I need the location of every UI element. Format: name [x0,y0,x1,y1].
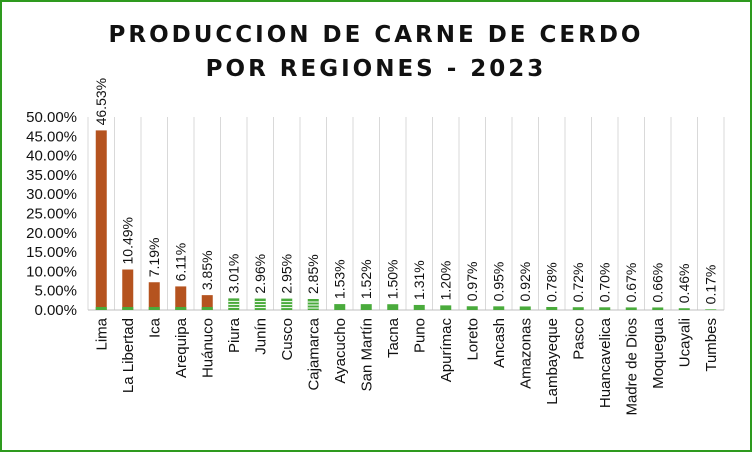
bar [546,306,558,310]
category-label: Loreto [464,318,481,361]
data-label: 0.95% [491,262,507,302]
category-label: Moquegua [650,317,667,389]
category-label: Lambayeque [544,318,561,405]
bar [201,295,213,310]
data-label: 1.20% [438,261,454,301]
y-tick-label: 50.00% [26,109,77,126]
category-label: Puno [411,318,428,353]
bar [599,307,611,310]
data-label: 10.49% [120,217,136,264]
bar-base [122,307,134,310]
bar [519,306,531,310]
category-label: Huancavelica [597,317,614,408]
bar [466,306,478,310]
bar-base [95,307,107,310]
y-tick-label: 20.00% [26,225,77,242]
category-label: Ucayali [676,318,693,367]
category-label: Huánuco [199,318,216,378]
bar [572,307,584,310]
data-label: 3.85% [199,250,215,290]
y-tick-label: 15.00% [26,244,77,261]
bar [625,307,637,310]
data-label: 1.50% [385,260,401,300]
bar-base [175,307,187,310]
category-label: Arequipa [173,317,190,378]
category-label: Amazonas [517,318,534,389]
data-label: 7.19% [146,238,162,278]
chart-title-line-1: PRODUCCION DE CARNE DE CERDO [108,22,644,48]
category-label: La Libertad [120,318,137,393]
bar [652,307,664,310]
category-label: Ancash [491,318,508,368]
bar [360,304,372,310]
category-label: San Martín [358,318,375,391]
category-label: Madre de Dios [623,318,640,416]
data-label: 0.72% [570,263,586,303]
data-label: 3.01% [226,254,242,294]
data-label: 0.66% [650,263,666,303]
bar-base [201,307,213,310]
category-label: Ica [146,317,163,338]
y-tick-label: 10.00% [26,263,77,280]
data-label: 2.85% [305,254,321,294]
data-label: 0.67% [623,263,639,303]
bar [705,309,717,310]
category-label: Tacna [385,317,402,358]
data-label: 2.95% [279,254,295,294]
data-label: 1.53% [332,259,348,299]
category-label: Pasco [570,318,587,360]
data-label: 46.53% [93,78,109,125]
y-tick-label: 25.00% [26,206,77,223]
bar [493,306,505,310]
data-label: 0.70% [597,263,613,303]
bar [148,282,160,310]
bar [678,308,690,310]
bar [387,304,399,310]
category-label: Ayacucho [332,318,349,384]
y-tick-label: 45.00% [26,128,77,145]
y-tick-label: 30.00% [26,186,77,203]
bar [95,130,107,310]
bar-base [148,307,160,310]
data-label: 0.46% [676,264,692,304]
y-tick-label: 35.00% [26,167,77,184]
data-label: 1.31% [411,260,427,300]
category-label: Junín [252,318,269,355]
data-label: 6.11% [173,243,189,282]
data-label: 0.78% [544,262,560,302]
bar [334,304,346,310]
category-label: Apurímac [438,318,455,383]
y-tick-label: 0.00% [34,302,77,319]
data-label: 0.17% [703,265,719,305]
data-label: 0.92% [517,262,533,302]
category-label: Tumbes [703,318,720,372]
data-label: 1.52% [358,259,374,299]
category-label: Piura [226,317,243,353]
bar [413,304,425,310]
bar [175,286,187,310]
data-label: 0.97% [464,262,480,302]
category-label: Cajamarca [305,317,322,390]
y-tick-label: 40.00% [26,148,77,165]
chart-title: PRODUCCION DE CARNE DE CERDO POR REGIONE… [2,18,750,86]
chart-title-line-2: POR REGIONES - 2023 [205,56,547,82]
y-tick-label: 5.00% [34,283,77,300]
data-label: 2.96% [252,254,268,294]
bar [122,269,134,310]
bar [440,305,452,310]
category-label: Cusco [279,318,296,361]
category-label: Lima [93,317,110,350]
